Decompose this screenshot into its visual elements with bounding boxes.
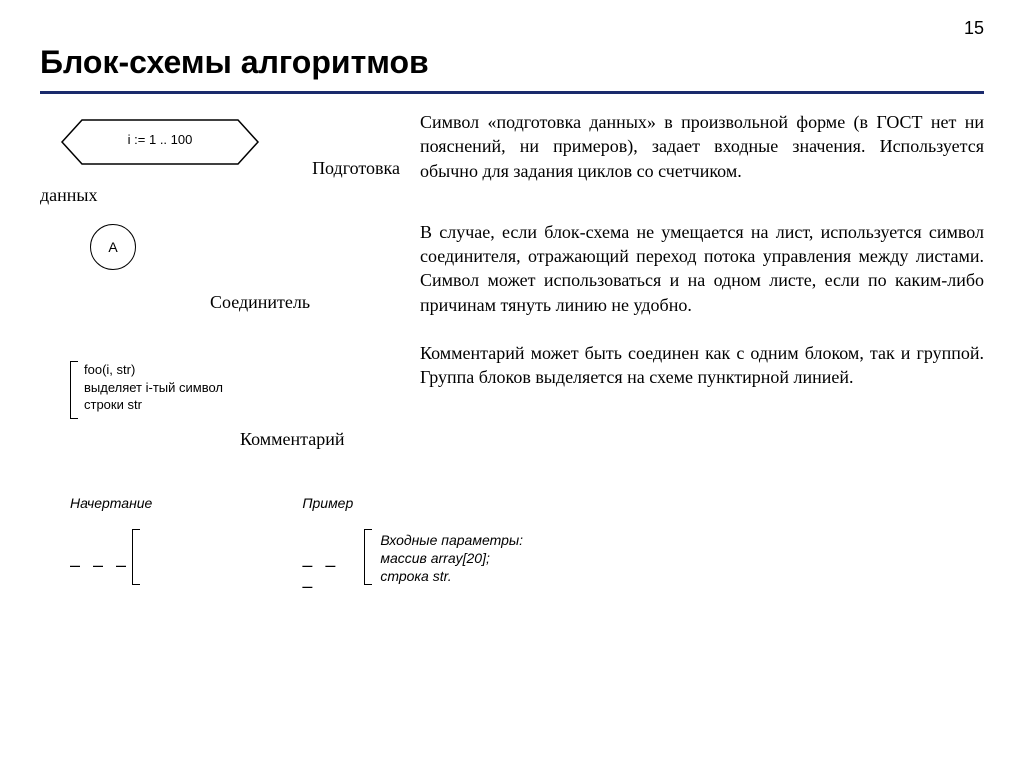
example-drawing: Начертание – – – — [70, 495, 152, 585]
hexagon-symbol: i := 1 .. 100 — [60, 118, 260, 166]
label-example: Пример — [302, 495, 353, 511]
bracket-tall-icon — [132, 529, 140, 585]
label-comment: Комментарий — [240, 429, 345, 450]
comment-line-2: выделяет i-тый символ — [84, 379, 270, 397]
comment-line-1: foo(i, str) — [84, 361, 270, 379]
dash-icon-2: – – – — [302, 555, 353, 597]
bracket-tall-icon-2 — [364, 529, 372, 585]
label-connector: Соединитель — [210, 292, 310, 313]
title-underline — [40, 91, 984, 94]
hexagon-text: i := 1 .. 100 — [60, 132, 260, 147]
desc-connector: В случае, если блок-схема не умещается н… — [420, 220, 984, 317]
label-preparation: Подготовка — [312, 158, 400, 179]
row-comment: foo(i, str) выделяет i-тый символ строки… — [40, 341, 984, 461]
desc-preparation: Символ «подготовка данных» в произвольно… — [420, 110, 984, 183]
label-drawing: Начертание — [70, 495, 152, 511]
page-number: 15 — [964, 18, 984, 39]
comment-symbol: foo(i, str) выделяет i-тый символ строки… — [70, 361, 270, 414]
dash-icon: – – – — [70, 555, 130, 576]
label-preparation-suffix: данных — [40, 185, 984, 206]
desc-comment: Комментарий может быть соединен как с од… — [420, 341, 984, 390]
example-line-3: строка str. — [380, 567, 523, 585]
example-line-2: массив array[20]; — [380, 549, 523, 567]
row-connector: A Соединитель В случае, если блок-схема … — [40, 220, 984, 317]
example-line-1: Входные параметры: — [380, 531, 523, 549]
circle-symbol: A — [90, 224, 420, 270]
example-sample: Пример – – – Входные параметры: массив a… — [302, 495, 353, 585]
bracket-icon — [70, 361, 78, 419]
page-title: Блок-схемы алгоритмов — [40, 44, 984, 81]
bottom-examples: Начертание – – – Пример – – – Входные па… — [70, 495, 984, 585]
comment-line-3: строки str — [84, 396, 270, 414]
circle-text: A — [108, 239, 117, 255]
row-preparation: i := 1 .. 100 Подготовка Символ «подгото… — [40, 110, 984, 183]
